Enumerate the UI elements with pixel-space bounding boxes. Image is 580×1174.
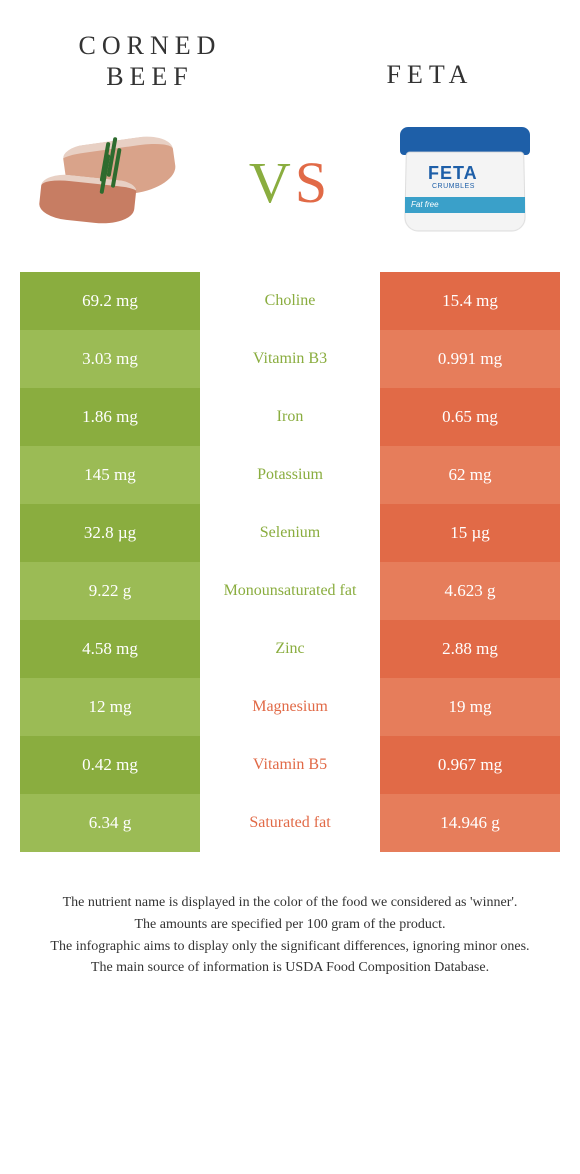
- title-right: FETA: [330, 30, 530, 90]
- table-row: 0.42 mgVitamin B50.967 mg: [20, 736, 560, 794]
- vs-s: S: [295, 150, 331, 215]
- vs-v: V: [249, 150, 295, 215]
- feta-sub: CRUMBLES: [432, 183, 475, 190]
- feta-band: Fat free: [405, 197, 525, 213]
- left-value: 12 mg: [20, 678, 200, 736]
- right-value: 15.4 mg: [380, 272, 560, 330]
- footnote-line: The nutrient name is displayed in the co…: [30, 892, 550, 914]
- footnote-line: The amounts are specified per 100 gram o…: [30, 914, 550, 936]
- comparison-table: 69.2 mgCholine15.4 mg3.03 mgVitamin B30.…: [20, 272, 560, 852]
- title-left: CORNED BEEF: [50, 30, 250, 92]
- right-value: 14.946 g: [380, 794, 560, 852]
- nutrient-label: Potassium: [200, 446, 380, 504]
- nutrient-label: Monounsaturated fat: [200, 562, 380, 620]
- right-value: 15 µg: [380, 504, 560, 562]
- left-value: 0.42 mg: [20, 736, 200, 794]
- right-value: 0.991 mg: [380, 330, 560, 388]
- images-row: VS FETA CRUMBLES Fat free: [0, 112, 580, 272]
- footnote-line: The infographic aims to display only the…: [30, 936, 550, 958]
- right-value: 4.623 g: [380, 562, 560, 620]
- nutrient-label: Zinc: [200, 620, 380, 678]
- corned-beef-icon: [40, 132, 190, 232]
- left-value: 6.34 g: [20, 794, 200, 852]
- nutrient-label: Selenium: [200, 504, 380, 562]
- feta-icon: FETA CRUMBLES Fat free: [390, 127, 540, 237]
- vs-label: VS: [249, 149, 331, 216]
- right-value: 0.65 mg: [380, 388, 560, 446]
- left-value: 3.03 mg: [20, 330, 200, 388]
- table-row: 145 mgPotassium62 mg: [20, 446, 560, 504]
- table-row: 6.34 gSaturated fat14.946 g: [20, 794, 560, 852]
- right-value: 2.88 mg: [380, 620, 560, 678]
- title-left-line1: CORNED: [79, 31, 222, 60]
- table-row: 9.22 gMonounsaturated fat4.623 g: [20, 562, 560, 620]
- left-value: 9.22 g: [20, 562, 200, 620]
- table-row: 12 mgMagnesium19 mg: [20, 678, 560, 736]
- table-row: 32.8 µgSelenium15 µg: [20, 504, 560, 562]
- title-left-line2: BEEF: [106, 62, 194, 91]
- nutrient-label: Iron: [200, 388, 380, 446]
- nutrient-label: Vitamin B5: [200, 736, 380, 794]
- right-value: 19 mg: [380, 678, 560, 736]
- left-value: 4.58 mg: [20, 620, 200, 678]
- nutrient-label: Choline: [200, 272, 380, 330]
- left-value: 1.86 mg: [20, 388, 200, 446]
- table-row: 1.86 mgIron0.65 mg: [20, 388, 560, 446]
- nutrient-label: Saturated fat: [200, 794, 380, 852]
- feta-brand: FETA: [428, 163, 478, 184]
- header: CORNED BEEF FETA: [0, 0, 580, 102]
- nutrient-label: Vitamin B3: [200, 330, 380, 388]
- left-value: 145 mg: [20, 446, 200, 504]
- table-row: 4.58 mgZinc2.88 mg: [20, 620, 560, 678]
- table-row: 69.2 mgCholine15.4 mg: [20, 272, 560, 330]
- left-value: 32.8 µg: [20, 504, 200, 562]
- nutrient-label: Magnesium: [200, 678, 380, 736]
- footnote-line: The main source of information is USDA F…: [30, 957, 550, 979]
- left-value: 69.2 mg: [20, 272, 200, 330]
- right-value: 0.967 mg: [380, 736, 560, 794]
- table-row: 3.03 mgVitamin B30.991 mg: [20, 330, 560, 388]
- right-value: 62 mg: [380, 446, 560, 504]
- right-food-image: FETA CRUMBLES Fat free: [380, 122, 550, 242]
- footnotes: The nutrient name is displayed in the co…: [30, 892, 550, 979]
- left-food-image: [30, 122, 200, 242]
